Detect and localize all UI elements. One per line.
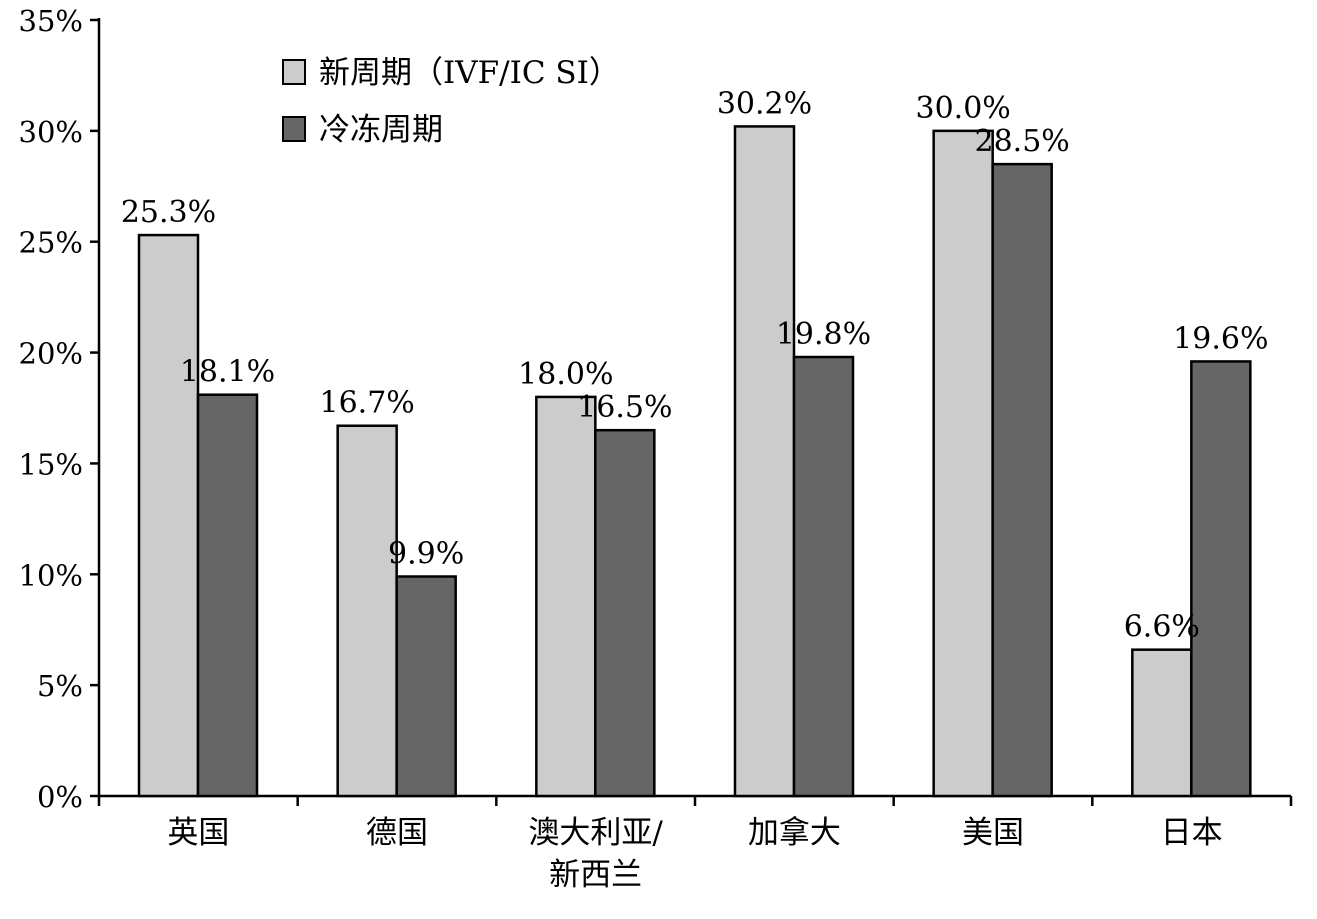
bar-value-label: 9.9% (388, 537, 464, 572)
bar-value-label: 25.3% (121, 195, 216, 230)
bar (395, 575, 457, 798)
bar-value-label: 19.6% (1173, 321, 1268, 356)
y-tick-label: 20% (19, 337, 83, 371)
bar (594, 428, 656, 798)
bar (336, 424, 398, 798)
legend-swatch (282, 116, 306, 142)
bar (932, 129, 994, 798)
y-tick-label: 30% (19, 115, 83, 149)
legend-swatch (282, 59, 306, 85)
x-category-label: 美国 (962, 815, 1024, 851)
bar (1190, 360, 1252, 798)
y-tick-label: 10% (19, 558, 83, 592)
bar-value-label: 19.8% (776, 317, 871, 352)
bar-value-label: 28.5% (975, 124, 1070, 159)
y-tick-label: 5% (37, 669, 83, 703)
x-axis: 英国 德国 澳大利亚/新西兰 加拿大 美国 日本 (97, 794, 1293, 893)
x-category-label: 加拿大 (748, 815, 841, 851)
bar (1131, 648, 1193, 798)
bars (137, 125, 1252, 798)
bar (196, 393, 259, 798)
legend: 新周期（IVF/IC SI） 冷冻周期 (282, 55, 620, 148)
bar (137, 233, 200, 798)
legend-label: 新周期（IVF/IC SI） (319, 55, 620, 91)
bar-value-label: 6.6% (1124, 610, 1200, 645)
y-tick-label: 25% (19, 226, 83, 260)
y-axis: 0% 5% 10% 15% 20% 25% 30% 35% (19, 4, 101, 814)
bar-value-label: 30.0% (916, 91, 1011, 126)
bar-value-label: 18.1% (180, 355, 275, 390)
y-tick-label: 15% (19, 447, 83, 481)
x-category-label: 德国 (366, 815, 428, 851)
bar-value-label: 30.2% (717, 86, 812, 121)
bar-value-label: 16.5% (577, 390, 672, 425)
y-tick-label: 0% (37, 780, 83, 814)
bar (792, 355, 855, 798)
x-category-label: 日本 (1161, 815, 1223, 851)
x-category-label: 新西兰 (549, 857, 642, 893)
legend-label: 冷冻周期 (319, 112, 443, 148)
bar-value-label: 16.7% (320, 386, 415, 421)
y-tick-label: 35% (19, 4, 83, 38)
x-category-label: 澳大利亚/ (528, 815, 663, 851)
data-labels: 25.3% 18.1% 16.7% 9.9% 18.0%16.5% 30.2% 19.8% 3… (121, 86, 1269, 644)
bar (991, 162, 1053, 798)
bar-value-label: 18.0% (518, 357, 613, 392)
bar (733, 125, 796, 798)
x-category-label: 英国 (167, 815, 229, 851)
bar (535, 395, 597, 798)
